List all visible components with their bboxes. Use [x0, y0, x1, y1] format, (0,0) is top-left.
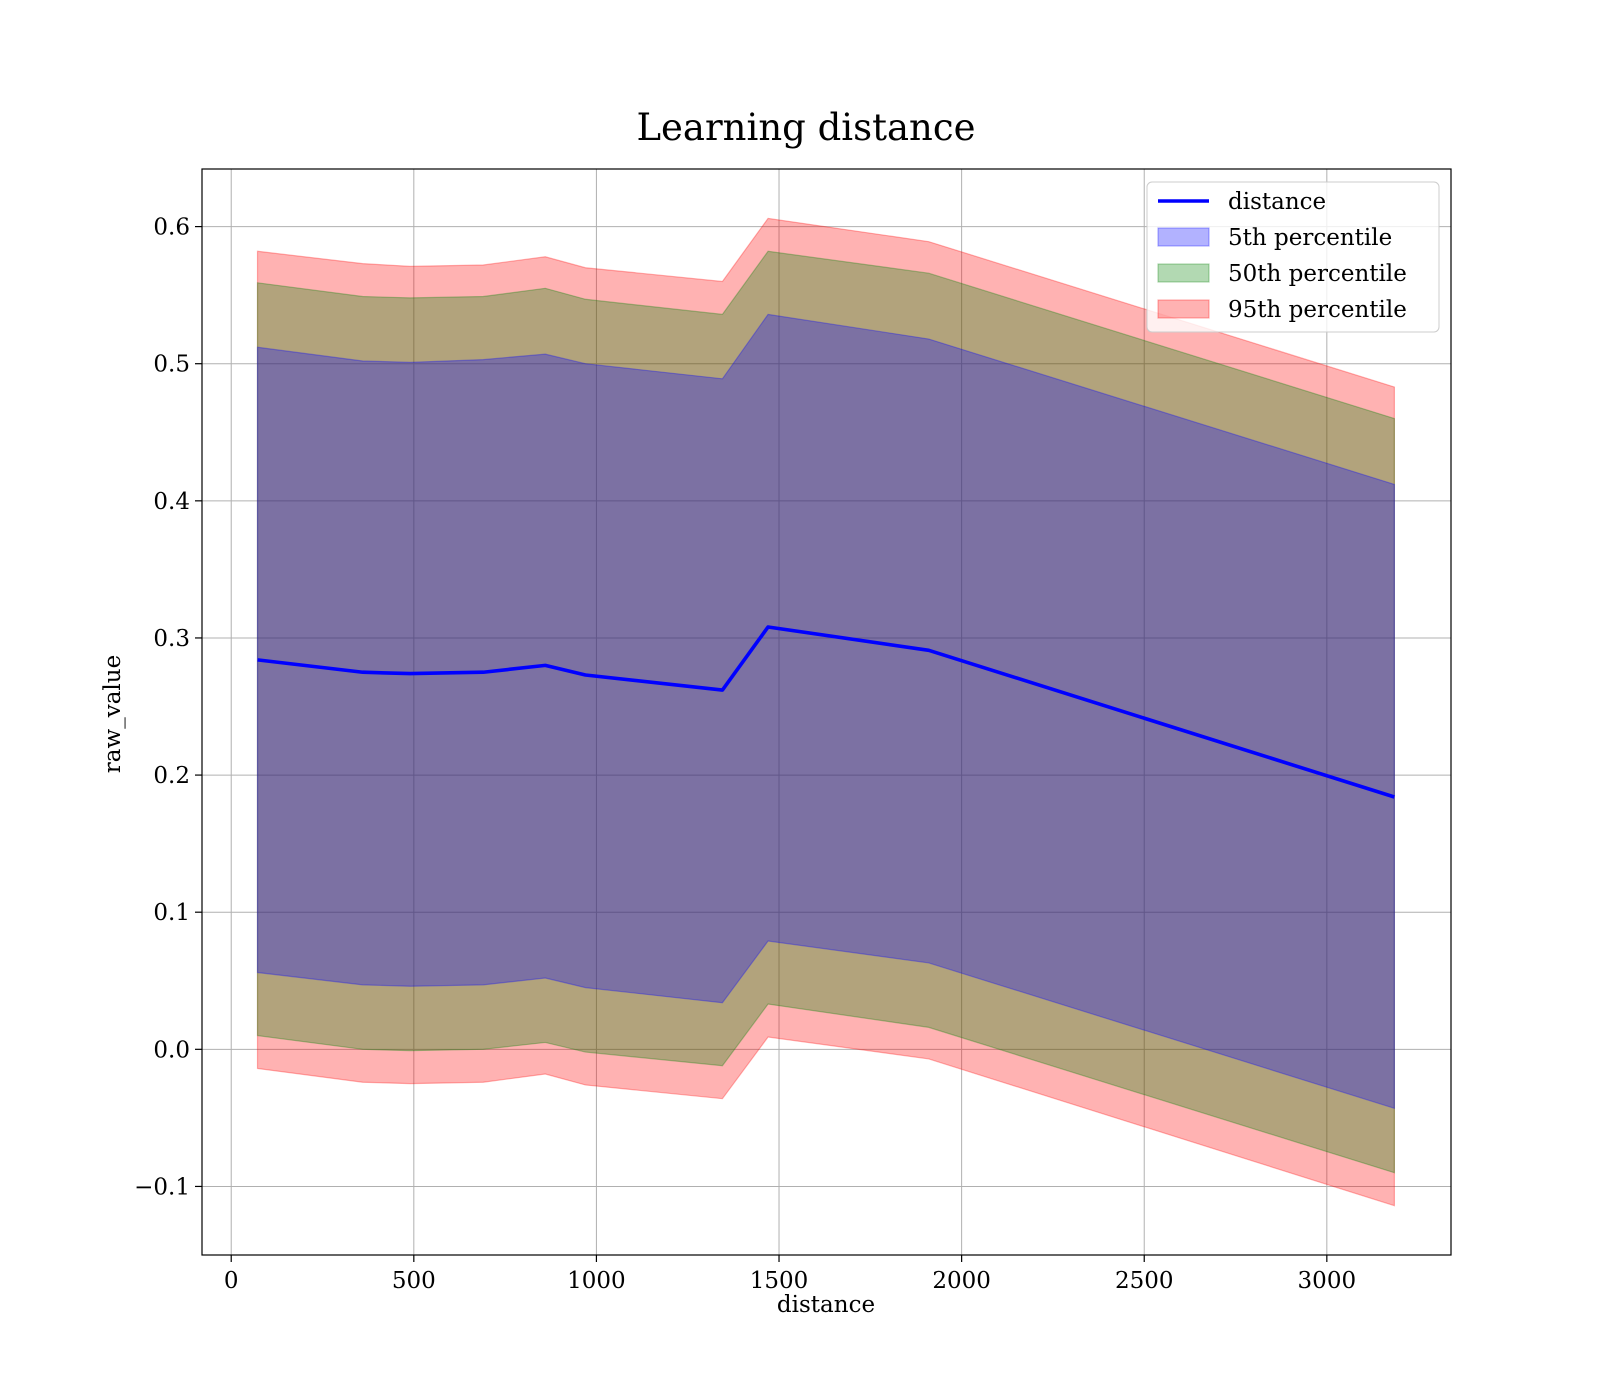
- y-axis-label: raw_value: [100, 655, 126, 773]
- x-tick-label: 2000: [932, 1268, 991, 1294]
- x-tick-label: 3000: [1298, 1268, 1357, 1294]
- y-axis: −0.1 0.0 0.1 0.2 0.3 0.4 0.5 0.6: [134, 215, 202, 1200]
- x-tick-label: 1000: [567, 1268, 626, 1294]
- percentile-bands: [256, 217, 1395, 1207]
- band-5th-percentile: [256, 313, 1395, 1110]
- band-95th-percentile: [256, 217, 1395, 1207]
- y-tick-label: 0.6: [153, 215, 190, 241]
- x-tick-label: 2500: [1115, 1268, 1174, 1294]
- y-tick-label: 0.0: [153, 1037, 190, 1063]
- series-lines: [257, 625, 1395, 799]
- y-tick-label: −0.1: [134, 1174, 190, 1200]
- y-tick-label: 0.4: [153, 489, 190, 515]
- y-tick-label: 0.2: [153, 763, 190, 789]
- legend-label: distance: [1228, 189, 1326, 215]
- band-50th-percentile: [256, 250, 1395, 1174]
- x-tick-label: 500: [392, 1268, 436, 1294]
- legend: distance 5th percentile 50th percentile 95t…: [1146, 181, 1440, 333]
- x-axis: 0 500 1000 1500 2000 2500 3000: [224, 1255, 1356, 1294]
- legend-swatch-patch: [1157, 263, 1210, 283]
- y-tick-label: 0.5: [153, 352, 190, 378]
- legend-swatch-patch: [1157, 299, 1210, 319]
- x-axis-label: distance: [777, 1292, 875, 1318]
- series-line-distance: [257, 625, 1395, 799]
- y-tick-label: 0.1: [153, 900, 190, 926]
- legend-label: 50th percentile: [1228, 261, 1407, 287]
- legend-label: 5th percentile: [1228, 225, 1392, 251]
- legend-swatch-patch: [1157, 227, 1210, 247]
- legend-box: [1146, 181, 1440, 333]
- y-tick-label: 0.3: [153, 626, 190, 652]
- chart-title: Learning distance: [636, 106, 975, 149]
- plot-frame: [201, 168, 1452, 1256]
- x-tick-label: 1500: [750, 1268, 809, 1294]
- x-tick-label: 0: [224, 1268, 239, 1294]
- grid: [202, 169, 1451, 1255]
- legend-label: 95th percentile: [1228, 297, 1407, 323]
